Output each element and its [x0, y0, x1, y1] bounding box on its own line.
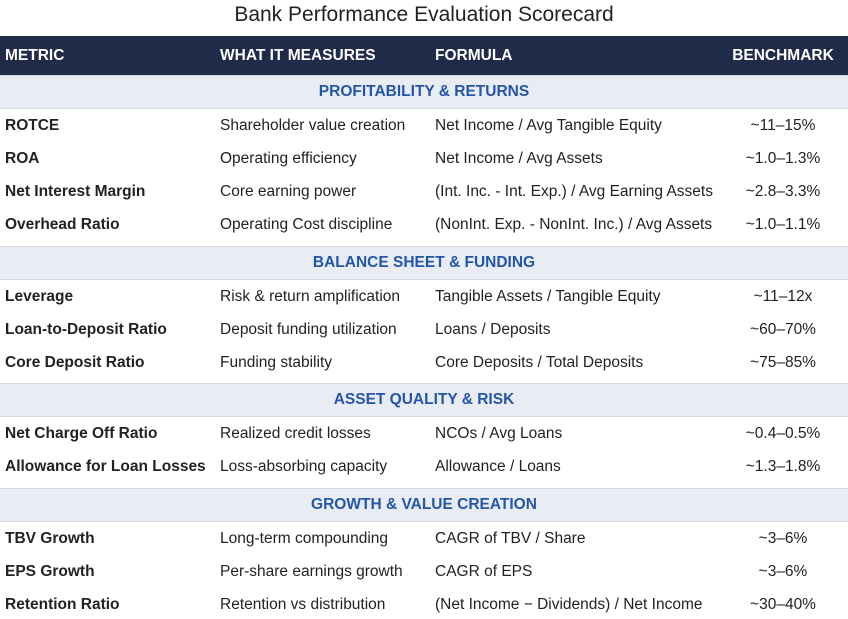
metric: Core Deposit Ratio: [5, 353, 145, 371]
section-title: PROFITABILITY & RETURNS: [318, 83, 530, 100]
metric: TBV Growth: [5, 529, 95, 547]
benchmark: ~11–12x: [753, 287, 813, 305]
metric: Loan-to-Deposit Ratio: [5, 320, 167, 338]
measure: Shareholder value creation: [220, 117, 406, 134]
formula: Net Income / Avg Tangible Equity: [435, 117, 662, 134]
formula: Net Income / Avg Assets: [435, 150, 603, 167]
metric: Overhead Ratio: [5, 216, 120, 233]
formula: (NonInt. Exp. - NonInt. Inc.) / Avg Asse…: [435, 216, 713, 233]
metric: EPS Growth: [5, 562, 95, 580]
measure: Loss-absorbing capacity: [220, 458, 388, 475]
benchmark: ~60–70%: [750, 320, 816, 338]
column-header: METRIC: [5, 47, 65, 64]
measure: Core earning power: [220, 183, 357, 200]
section-band: [0, 75, 848, 109]
measure: Deposit funding utilization: [220, 320, 397, 338]
formula: Loans / Deposits: [435, 320, 551, 338]
metric: Net Charge Off Ratio: [5, 425, 158, 442]
column-header: WHAT IT MEASURES: [220, 47, 376, 64]
section-band: [0, 245, 848, 280]
measure: Operating Cost discipline: [220, 216, 393, 233]
section-title: ASSET QUALITY & RISK: [333, 391, 515, 408]
metric: Leverage: [5, 287, 74, 305]
benchmark: ~2.8–3.3%: [745, 183, 821, 200]
section-band: [0, 487, 848, 522]
section-band: [0, 383, 848, 417]
benchmark: ~3–6%: [758, 562, 808, 580]
metric: Net Interest Margin: [5, 183, 146, 200]
section-title: GROWTH & VALUE CREATION: [311, 495, 537, 513]
metric: ROA: [5, 150, 40, 167]
header-band: [0, 36, 848, 75]
metric: ROTCE: [5, 117, 60, 134]
measure: Per-share earnings growth: [220, 562, 403, 580]
formula: CAGR of EPS: [435, 562, 533, 580]
benchmark: ~1.3–1.8%: [745, 458, 821, 475]
formula: (Int. Inc. - Int. Exp.) / Avg Earning As…: [435, 183, 713, 200]
metric: Allowance for Loan Losses: [5, 458, 206, 475]
metric: Retention Ratio: [5, 595, 120, 613]
formula: Allowance / Loans: [435, 458, 561, 475]
measure: Retention vs distribution: [220, 595, 386, 613]
measure: Risk & return amplification: [220, 287, 401, 305]
benchmark: ~1.0–1.3%: [745, 150, 821, 167]
page-title: Bank Performance Evaluation Scorecard: [234, 3, 614, 26]
benchmark: ~1.0–1.1%: [745, 216, 821, 233]
benchmark: ~75–85%: [750, 353, 816, 371]
formula: CAGR of TBV / Share: [435, 529, 586, 547]
measure: Operating efficiency: [220, 150, 357, 167]
benchmark: ~11–15%: [750, 117, 816, 134]
formula: Tangible Assets / Tangible Equity: [435, 287, 661, 305]
column-header: BENCHMARK: [732, 47, 834, 64]
benchmark: ~3–6%: [758, 529, 808, 547]
measure: Funding stability: [220, 353, 333, 371]
measure: Long-term compounding: [220, 529, 389, 547]
formula: (Net Income − Dividends) / Net Income: [435, 595, 703, 613]
formula: NCOs / Avg Loans: [435, 425, 563, 442]
column-header: FORMULA: [435, 47, 513, 64]
measure: Realized credit losses: [220, 425, 371, 442]
benchmark: ~30–40%: [750, 595, 816, 613]
formula: Core Deposits / Total Deposits: [435, 353, 644, 371]
benchmark: ~0.4–0.5%: [745, 425, 821, 442]
section-title: BALANCE SHEET & FUNDING: [312, 253, 536, 271]
